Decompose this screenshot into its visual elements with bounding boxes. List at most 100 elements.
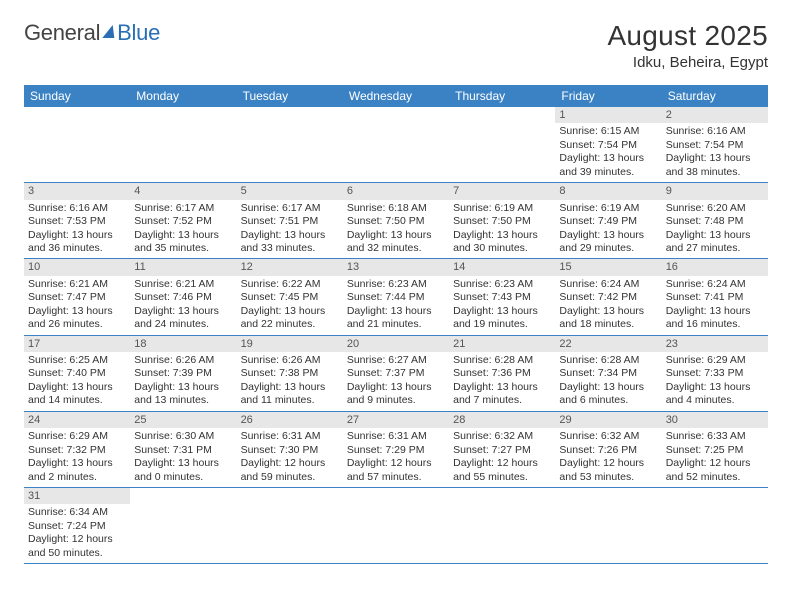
day-number-bar: 8	[555, 183, 661, 199]
day-number-bar: 10	[24, 259, 130, 275]
day-number: 17	[28, 338, 40, 350]
day-number-bar: 31	[24, 488, 130, 504]
daylight-text: Daylight: 13 hours and 33 minutes.	[241, 229, 339, 256]
week-row: 3Sunrise: 6:16 AMSunset: 7:53 PMDaylight…	[24, 183, 768, 259]
sunset-text: Sunset: 7:36 PM	[453, 367, 551, 380]
day-number-bar: 13	[343, 259, 449, 275]
day-cell: 13Sunrise: 6:23 AMSunset: 7:44 PMDayligh…	[343, 259, 449, 334]
day-number-bar: 19	[237, 336, 343, 352]
day-cell: 5Sunrise: 6:17 AMSunset: 7:51 PMDaylight…	[237, 183, 343, 258]
sunset-text: Sunset: 7:41 PM	[666, 291, 764, 304]
daylight-text: Daylight: 12 hours and 57 minutes.	[347, 457, 445, 484]
sunset-text: Sunset: 7:48 PM	[666, 215, 764, 228]
day-number-bar: 4	[130, 183, 236, 199]
daylight-text: Daylight: 13 hours and 30 minutes.	[453, 229, 551, 256]
dow-header-cell: Saturday	[662, 85, 768, 107]
day-number: 19	[241, 338, 253, 350]
daylight-text: Daylight: 13 hours and 7 minutes.	[453, 381, 551, 408]
day-cell: 22Sunrise: 6:28 AMSunset: 7:34 PMDayligh…	[555, 336, 661, 411]
sunset-text: Sunset: 7:47 PM	[28, 291, 126, 304]
day-number-bar: 3	[24, 183, 130, 199]
sunset-text: Sunset: 7:50 PM	[453, 215, 551, 228]
sunrise-text: Sunrise: 6:29 AM	[28, 430, 126, 443]
day-number-bar: 17	[24, 336, 130, 352]
daylight-text: Daylight: 13 hours and 16 minutes.	[666, 305, 764, 332]
day-cell: 7Sunrise: 6:19 AMSunset: 7:50 PMDaylight…	[449, 183, 555, 258]
week-row: 31Sunrise: 6:34 AMSunset: 7:24 PMDayligh…	[24, 488, 768, 564]
day-number: 9	[666, 185, 672, 197]
sunrise-text: Sunrise: 6:23 AM	[453, 278, 551, 291]
day-number-bar: 30	[662, 412, 768, 428]
daylight-text: Daylight: 13 hours and 6 minutes.	[559, 381, 657, 408]
daylight-text: Daylight: 13 hours and 4 minutes.	[666, 381, 764, 408]
sunrise-text: Sunrise: 6:15 AM	[559, 125, 657, 138]
sunrise-text: Sunrise: 6:20 AM	[666, 202, 764, 215]
sunset-text: Sunset: 7:38 PM	[241, 367, 339, 380]
sunrise-text: Sunrise: 6:16 AM	[666, 125, 764, 138]
title-block: August 2025 Idku, Beheira, Egypt	[607, 20, 768, 71]
daylight-text: Daylight: 13 hours and 0 minutes.	[134, 457, 232, 484]
sunset-text: Sunset: 7:43 PM	[453, 291, 551, 304]
day-cell: 23Sunrise: 6:29 AMSunset: 7:33 PMDayligh…	[662, 336, 768, 411]
day-number-bar: 9	[662, 183, 768, 199]
day-number: 12	[241, 261, 253, 273]
sunrise-text: Sunrise: 6:28 AM	[559, 354, 657, 367]
brand-triangle-icon	[102, 25, 115, 38]
day-cell: 20Sunrise: 6:27 AMSunset: 7:37 PMDayligh…	[343, 336, 449, 411]
empty-cell	[662, 488, 768, 563]
calendar-grid: SundayMondayTuesdayWednesdayThursdayFrid…	[24, 85, 768, 564]
day-number: 4	[134, 185, 140, 197]
sunset-text: Sunset: 7:29 PM	[347, 444, 445, 457]
dow-header-cell: Sunday	[24, 85, 130, 107]
day-cell: 19Sunrise: 6:26 AMSunset: 7:38 PMDayligh…	[237, 336, 343, 411]
sunrise-text: Sunrise: 6:32 AM	[559, 430, 657, 443]
daylight-text: Daylight: 13 hours and 38 minutes.	[666, 152, 764, 179]
sunset-text: Sunset: 7:40 PM	[28, 367, 126, 380]
day-cell: 27Sunrise: 6:31 AMSunset: 7:29 PMDayligh…	[343, 412, 449, 487]
daylight-text: Daylight: 13 hours and 32 minutes.	[347, 229, 445, 256]
sunset-text: Sunset: 7:39 PM	[134, 367, 232, 380]
sunrise-text: Sunrise: 6:31 AM	[241, 430, 339, 443]
sunset-text: Sunset: 7:25 PM	[666, 444, 764, 457]
empty-cell	[555, 488, 661, 563]
empty-cell	[130, 488, 236, 563]
empty-cell	[237, 488, 343, 563]
day-number-bar: 2	[662, 107, 768, 123]
day-cell: 29Sunrise: 6:32 AMSunset: 7:26 PMDayligh…	[555, 412, 661, 487]
sunset-text: Sunset: 7:24 PM	[28, 520, 126, 533]
day-number: 28	[453, 414, 465, 426]
day-number-bar: 11	[130, 259, 236, 275]
day-number: 13	[347, 261, 359, 273]
daylight-text: Daylight: 12 hours and 55 minutes.	[453, 457, 551, 484]
day-cell: 10Sunrise: 6:21 AMSunset: 7:47 PMDayligh…	[24, 259, 130, 334]
day-number: 23	[666, 338, 678, 350]
day-number: 8	[559, 185, 565, 197]
sunrise-text: Sunrise: 6:22 AM	[241, 278, 339, 291]
day-number-bar: 14	[449, 259, 555, 275]
day-number-bar: 20	[343, 336, 449, 352]
day-number-bar: 22	[555, 336, 661, 352]
daylight-text: Daylight: 12 hours and 59 minutes.	[241, 457, 339, 484]
day-number: 15	[559, 261, 571, 273]
day-number: 6	[347, 185, 353, 197]
day-number-bar: 26	[237, 412, 343, 428]
sunrise-text: Sunrise: 6:34 AM	[28, 506, 126, 519]
day-number-bar: 18	[130, 336, 236, 352]
sunrise-text: Sunrise: 6:29 AM	[666, 354, 764, 367]
sunset-text: Sunset: 7:50 PM	[347, 215, 445, 228]
sunset-text: Sunset: 7:49 PM	[559, 215, 657, 228]
empty-cell	[449, 107, 555, 182]
day-cell: 15Sunrise: 6:24 AMSunset: 7:42 PMDayligh…	[555, 259, 661, 334]
day-number: 20	[347, 338, 359, 350]
sunrise-text: Sunrise: 6:30 AM	[134, 430, 232, 443]
day-number: 16	[666, 261, 678, 273]
empty-cell	[449, 488, 555, 563]
sunset-text: Sunset: 7:54 PM	[666, 139, 764, 152]
sunset-text: Sunset: 7:30 PM	[241, 444, 339, 457]
day-cell: 16Sunrise: 6:24 AMSunset: 7:41 PMDayligh…	[662, 259, 768, 334]
week-row: 1 Sunrise: 6:15 AM Sunset: 7:54 PMDaylight…	[24, 107, 768, 183]
day-cell: 11Sunrise: 6:21 AMSunset: 7:46 PMDayligh…	[130, 259, 236, 334]
empty-cell	[343, 488, 449, 563]
day-number-bar: 23	[662, 336, 768, 352]
day-number: 1	[559, 109, 565, 121]
